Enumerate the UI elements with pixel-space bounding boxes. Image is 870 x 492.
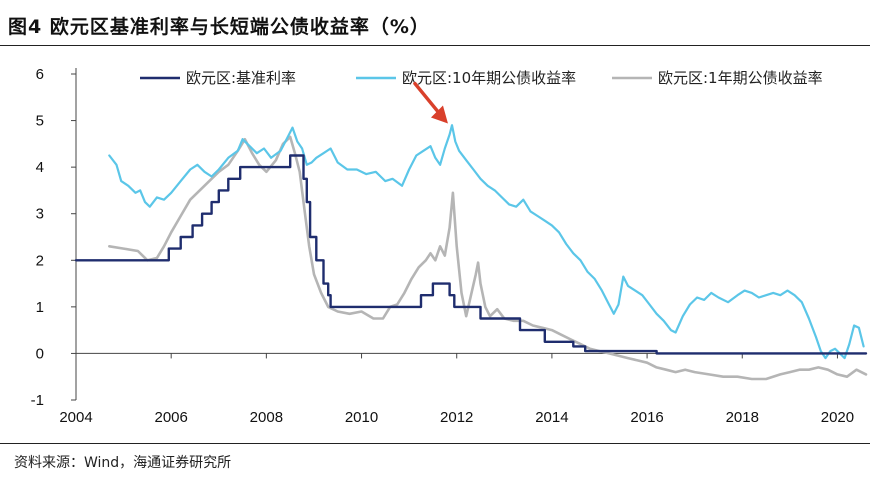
x-tick-label: 2010 bbox=[345, 409, 378, 426]
x-tick-label: 2020 bbox=[821, 409, 854, 426]
policy-rate-line bbox=[74, 154, 868, 355]
y-tick-label: 5 bbox=[36, 113, 44, 130]
legend-label: 欧元区:基准利率 bbox=[186, 69, 296, 87]
x-tick-label: 2012 bbox=[440, 409, 473, 426]
legend: 欧元区:基准利率 欧元区:10年期公债收益率 欧元区:1年期公债收益率 bbox=[140, 69, 823, 87]
arrow-head bbox=[430, 105, 448, 124]
x-tick-label: 2016 bbox=[630, 409, 663, 426]
source-note: 资料来源：Wind，海通证券研究所 bbox=[14, 455, 232, 471]
y-tick-label: 2 bbox=[36, 252, 44, 269]
legend-label: 欧元区:1年期公债收益率 bbox=[658, 69, 823, 87]
annotation-layer bbox=[413, 81, 448, 124]
legend-item-ten-year-yield: 欧元区:10年期公债收益率 bbox=[356, 69, 576, 87]
axes-layer: -1 0 1 2 3 4 5 6 2004 2006 2008 2010 2012 2014 2016 201… bbox=[31, 66, 866, 426]
x-tick-label: 2004 bbox=[59, 409, 92, 426]
ten-year-yield-line bbox=[108, 124, 865, 360]
source-divider bbox=[0, 443, 870, 444]
y-tick-label: 6 bbox=[36, 66, 44, 83]
title-divider bbox=[0, 45, 870, 46]
x-tick-label: 2008 bbox=[250, 409, 283, 426]
x-tick-label: 2014 bbox=[535, 409, 568, 426]
annotation-arrow bbox=[413, 81, 448, 124]
y-tick-label: 1 bbox=[36, 299, 44, 316]
y-tick-label: 3 bbox=[36, 206, 44, 223]
y-tick-label: 0 bbox=[36, 345, 44, 362]
legend-item-policy-rate: 欧元区:基准利率 bbox=[140, 69, 296, 87]
x-tick-label: 2006 bbox=[154, 409, 187, 426]
series-layer bbox=[74, 124, 868, 381]
legend-label: 欧元区:10年期公债收益率 bbox=[402, 69, 576, 87]
one-year-yield-line bbox=[108, 135, 868, 381]
y-tick-label: -1 bbox=[31, 392, 44, 409]
y-tick-label: 4 bbox=[36, 159, 44, 176]
chart-title: 图4 欧元区基准利率与长短端公债收益率（%） bbox=[8, 16, 430, 38]
line-chart: -1 0 1 2 3 4 5 6 2004 2006 2008 2010 2012 2014 2016 201… bbox=[31, 66, 868, 426]
x-tick-label: 2018 bbox=[726, 409, 759, 426]
title-bar: 图4 欧元区基准利率与长短端公债收益率（%） bbox=[0, 0, 870, 46]
legend-item-one-year-yield: 欧元区:1年期公债收益率 bbox=[612, 69, 823, 87]
